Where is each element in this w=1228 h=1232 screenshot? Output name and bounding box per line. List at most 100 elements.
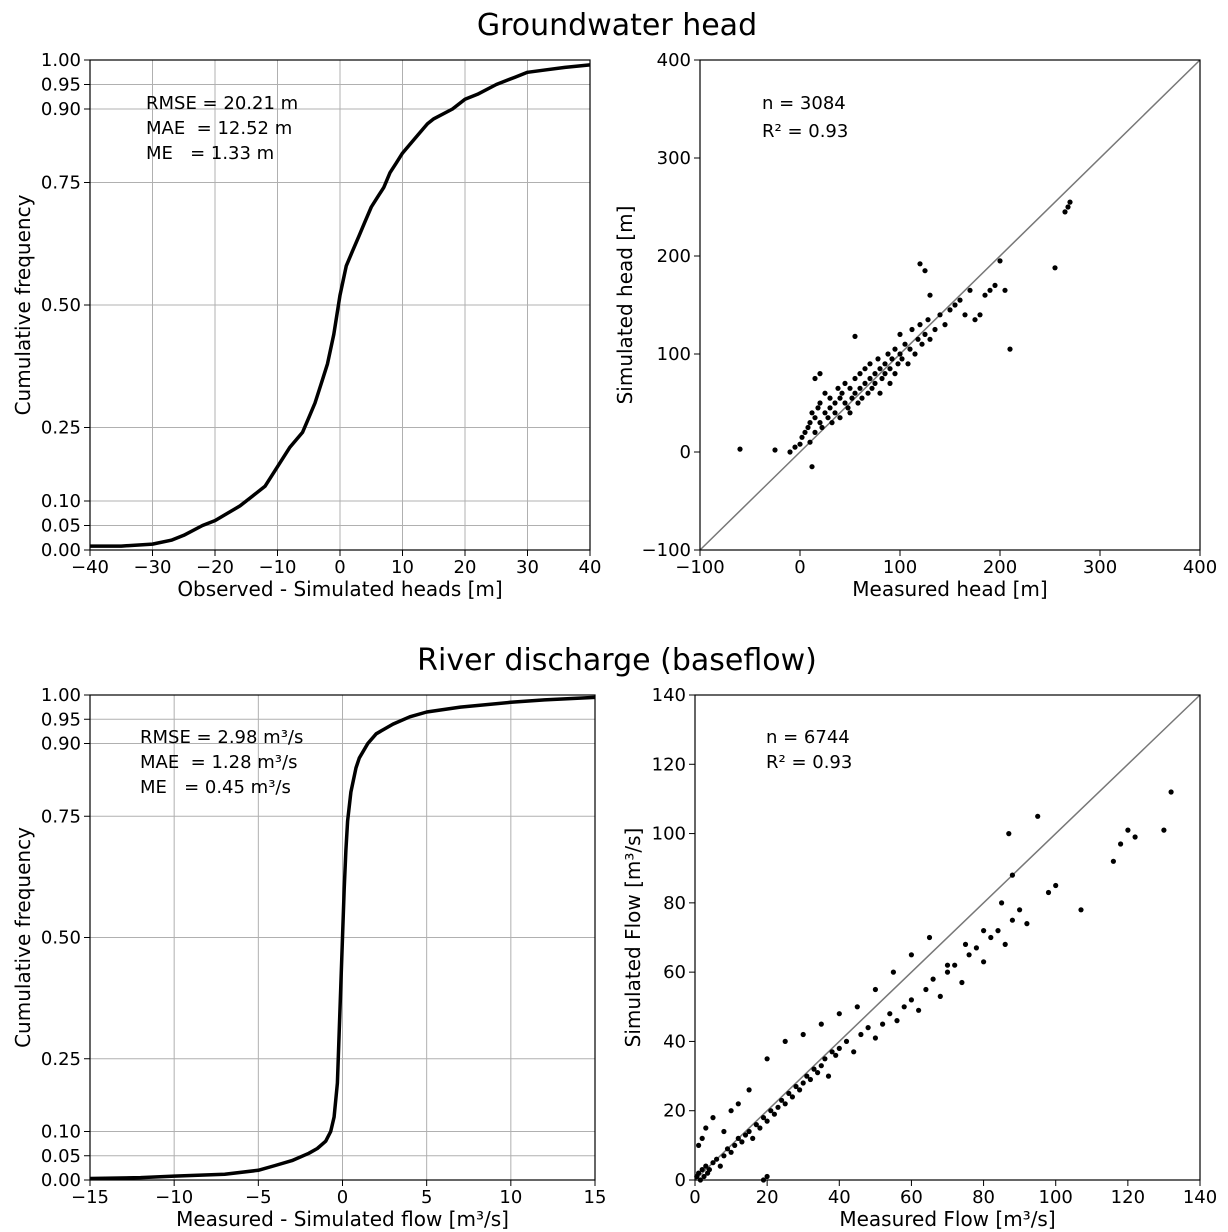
scatter-point [1062, 209, 1068, 215]
scatter-point [901, 1004, 907, 1010]
scatter-point [922, 268, 928, 274]
scatter-point [942, 322, 948, 328]
y-axis-label: Simulated head [m] [613, 206, 637, 405]
scatter-point [782, 1038, 788, 1044]
scatter-point [962, 312, 968, 318]
y-tick-label: 0.10 [41, 491, 81, 512]
scatter-point [802, 429, 808, 435]
y-tick-label: 200 [657, 246, 691, 267]
scatter-point [721, 1128, 727, 1135]
scatter-point [811, 1066, 817, 1072]
cdf-line [89, 695, 596, 1181]
scatter-point [872, 371, 878, 377]
scatter-point [902, 341, 908, 347]
scatter-point [915, 336, 921, 342]
stat-annotation: ME = 0.45 m³/s [140, 777, 291, 798]
scatter-point [973, 945, 980, 951]
scatter-point [845, 405, 851, 411]
scatter-point [907, 346, 913, 352]
x-axis-label: Observed - Simulated heads [m] [177, 577, 502, 601]
scatter-point [869, 385, 875, 391]
scatter-point [1118, 841, 1124, 847]
scatter-point [892, 371, 898, 377]
scatter-point [1009, 917, 1016, 923]
scatter-point [847, 385, 853, 391]
y-axis-label: Cumulative frequency [11, 194, 35, 415]
scatter-point [879, 375, 885, 382]
stat-annotation: MAE = 1.28 m³/s [140, 752, 297, 773]
y-tick-label: 100 [652, 824, 686, 845]
scatter-point [872, 1035, 879, 1041]
scatter-point [1002, 941, 1008, 948]
y-tick-label: −100 [642, 540, 691, 561]
scatter-point [919, 341, 925, 347]
scatter-point [710, 1160, 716, 1166]
scatter-point [851, 1049, 857, 1055]
y-tick-label: 0.95 [41, 75, 81, 96]
y-tick-label: 0.00 [41, 540, 81, 561]
scatter-point [1007, 346, 1013, 352]
x-tick-label: −5 [245, 1187, 272, 1208]
scatter-point [922, 331, 928, 337]
scatter-point [981, 959, 987, 965]
scatter-point [957, 297, 963, 303]
x-tick-label: 10 [499, 1187, 522, 1208]
scatter-point [792, 444, 798, 450]
scatter-point [917, 261, 923, 267]
scatter-point [699, 1135, 705, 1141]
scatter-point [804, 1073, 810, 1079]
scatter-point [829, 1049, 835, 1055]
cdf-line [90, 63, 591, 548]
scatter-point [842, 400, 848, 406]
scatter-point [962, 941, 969, 948]
scatter-point [897, 331, 903, 337]
x-tick-label: 20 [454, 557, 477, 578]
scatter-point [997, 258, 1003, 264]
scatter-point [944, 962, 951, 968]
scatter-point [817, 420, 823, 426]
scatter-point [854, 1004, 860, 1010]
scatter-point [925, 317, 931, 323]
identity-line [699, 59, 1201, 551]
y-tick-label: 300 [657, 148, 691, 169]
scatter-point [760, 1115, 767, 1121]
scatter-point [835, 385, 841, 391]
stat-annotation: ME = 1.33 m [146, 143, 274, 164]
scatter-point [892, 346, 898, 352]
scatter-point [825, 415, 831, 421]
scatter-point [927, 336, 933, 342]
scatter-point [982, 292, 988, 298]
scatter-point [966, 952, 972, 958]
scatter-point [746, 1087, 752, 1093]
scatter-point [797, 1087, 803, 1093]
y-tick-label: 1.00 [41, 685, 81, 706]
x-tick-label: −30 [134, 557, 172, 578]
identity-line [694, 694, 1201, 1181]
scatter-point [880, 1021, 886, 1027]
scatter-point [882, 371, 888, 377]
x-tick-label: 100 [883, 557, 917, 578]
scatter-point [843, 1038, 850, 1044]
scatter-point [710, 1115, 716, 1121]
scatter-point [930, 976, 936, 982]
scatter-point [865, 390, 871, 396]
scatter-point [852, 390, 858, 396]
scatter-point [706, 1167, 713, 1173]
scatter-point [1045, 889, 1052, 896]
scatter-point [812, 429, 818, 435]
scatter-point [772, 447, 778, 453]
scatter-point [822, 390, 828, 396]
scatter-point [1067, 199, 1073, 205]
scatter-point [877, 366, 883, 372]
x-tick-label: −15 [71, 1187, 109, 1208]
scatter-point [789, 1094, 796, 1100]
scatter-point [862, 366, 868, 372]
scatter-point [836, 1045, 842, 1051]
x-tick-label: 120 [1111, 1187, 1145, 1208]
y-tick-label: 400 [657, 50, 691, 71]
scatter-point [1017, 907, 1023, 913]
y-tick-label: 140 [652, 685, 686, 706]
x-tick-label: 10 [391, 557, 414, 578]
x-tick-label: 15 [584, 1187, 607, 1208]
scatter-point [800, 1080, 806, 1086]
